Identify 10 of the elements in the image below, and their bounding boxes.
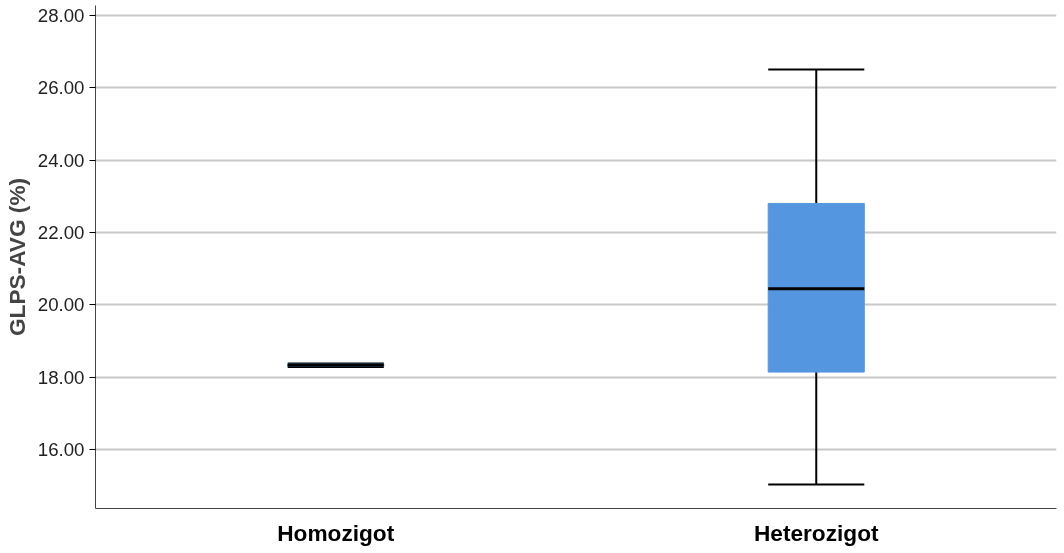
- x-tick-label: Homozigot: [277, 519, 395, 546]
- y-tick-label: 16.00: [37, 439, 85, 461]
- y-tick-label: 24.00: [37, 149, 85, 171]
- x-tick-label: Heterozigot: [753, 519, 880, 546]
- y-tick-label: 22.00: [37, 221, 85, 243]
- y-tick-label: 18.00: [37, 366, 85, 388]
- y-axis-title: GLPS-AVG (%): [3, 177, 30, 337]
- y-tick-label: 20.00: [37, 294, 85, 316]
- y-tick-label: 28.00: [37, 4, 85, 26]
- y-tick-label: 26.00: [37, 77, 85, 99]
